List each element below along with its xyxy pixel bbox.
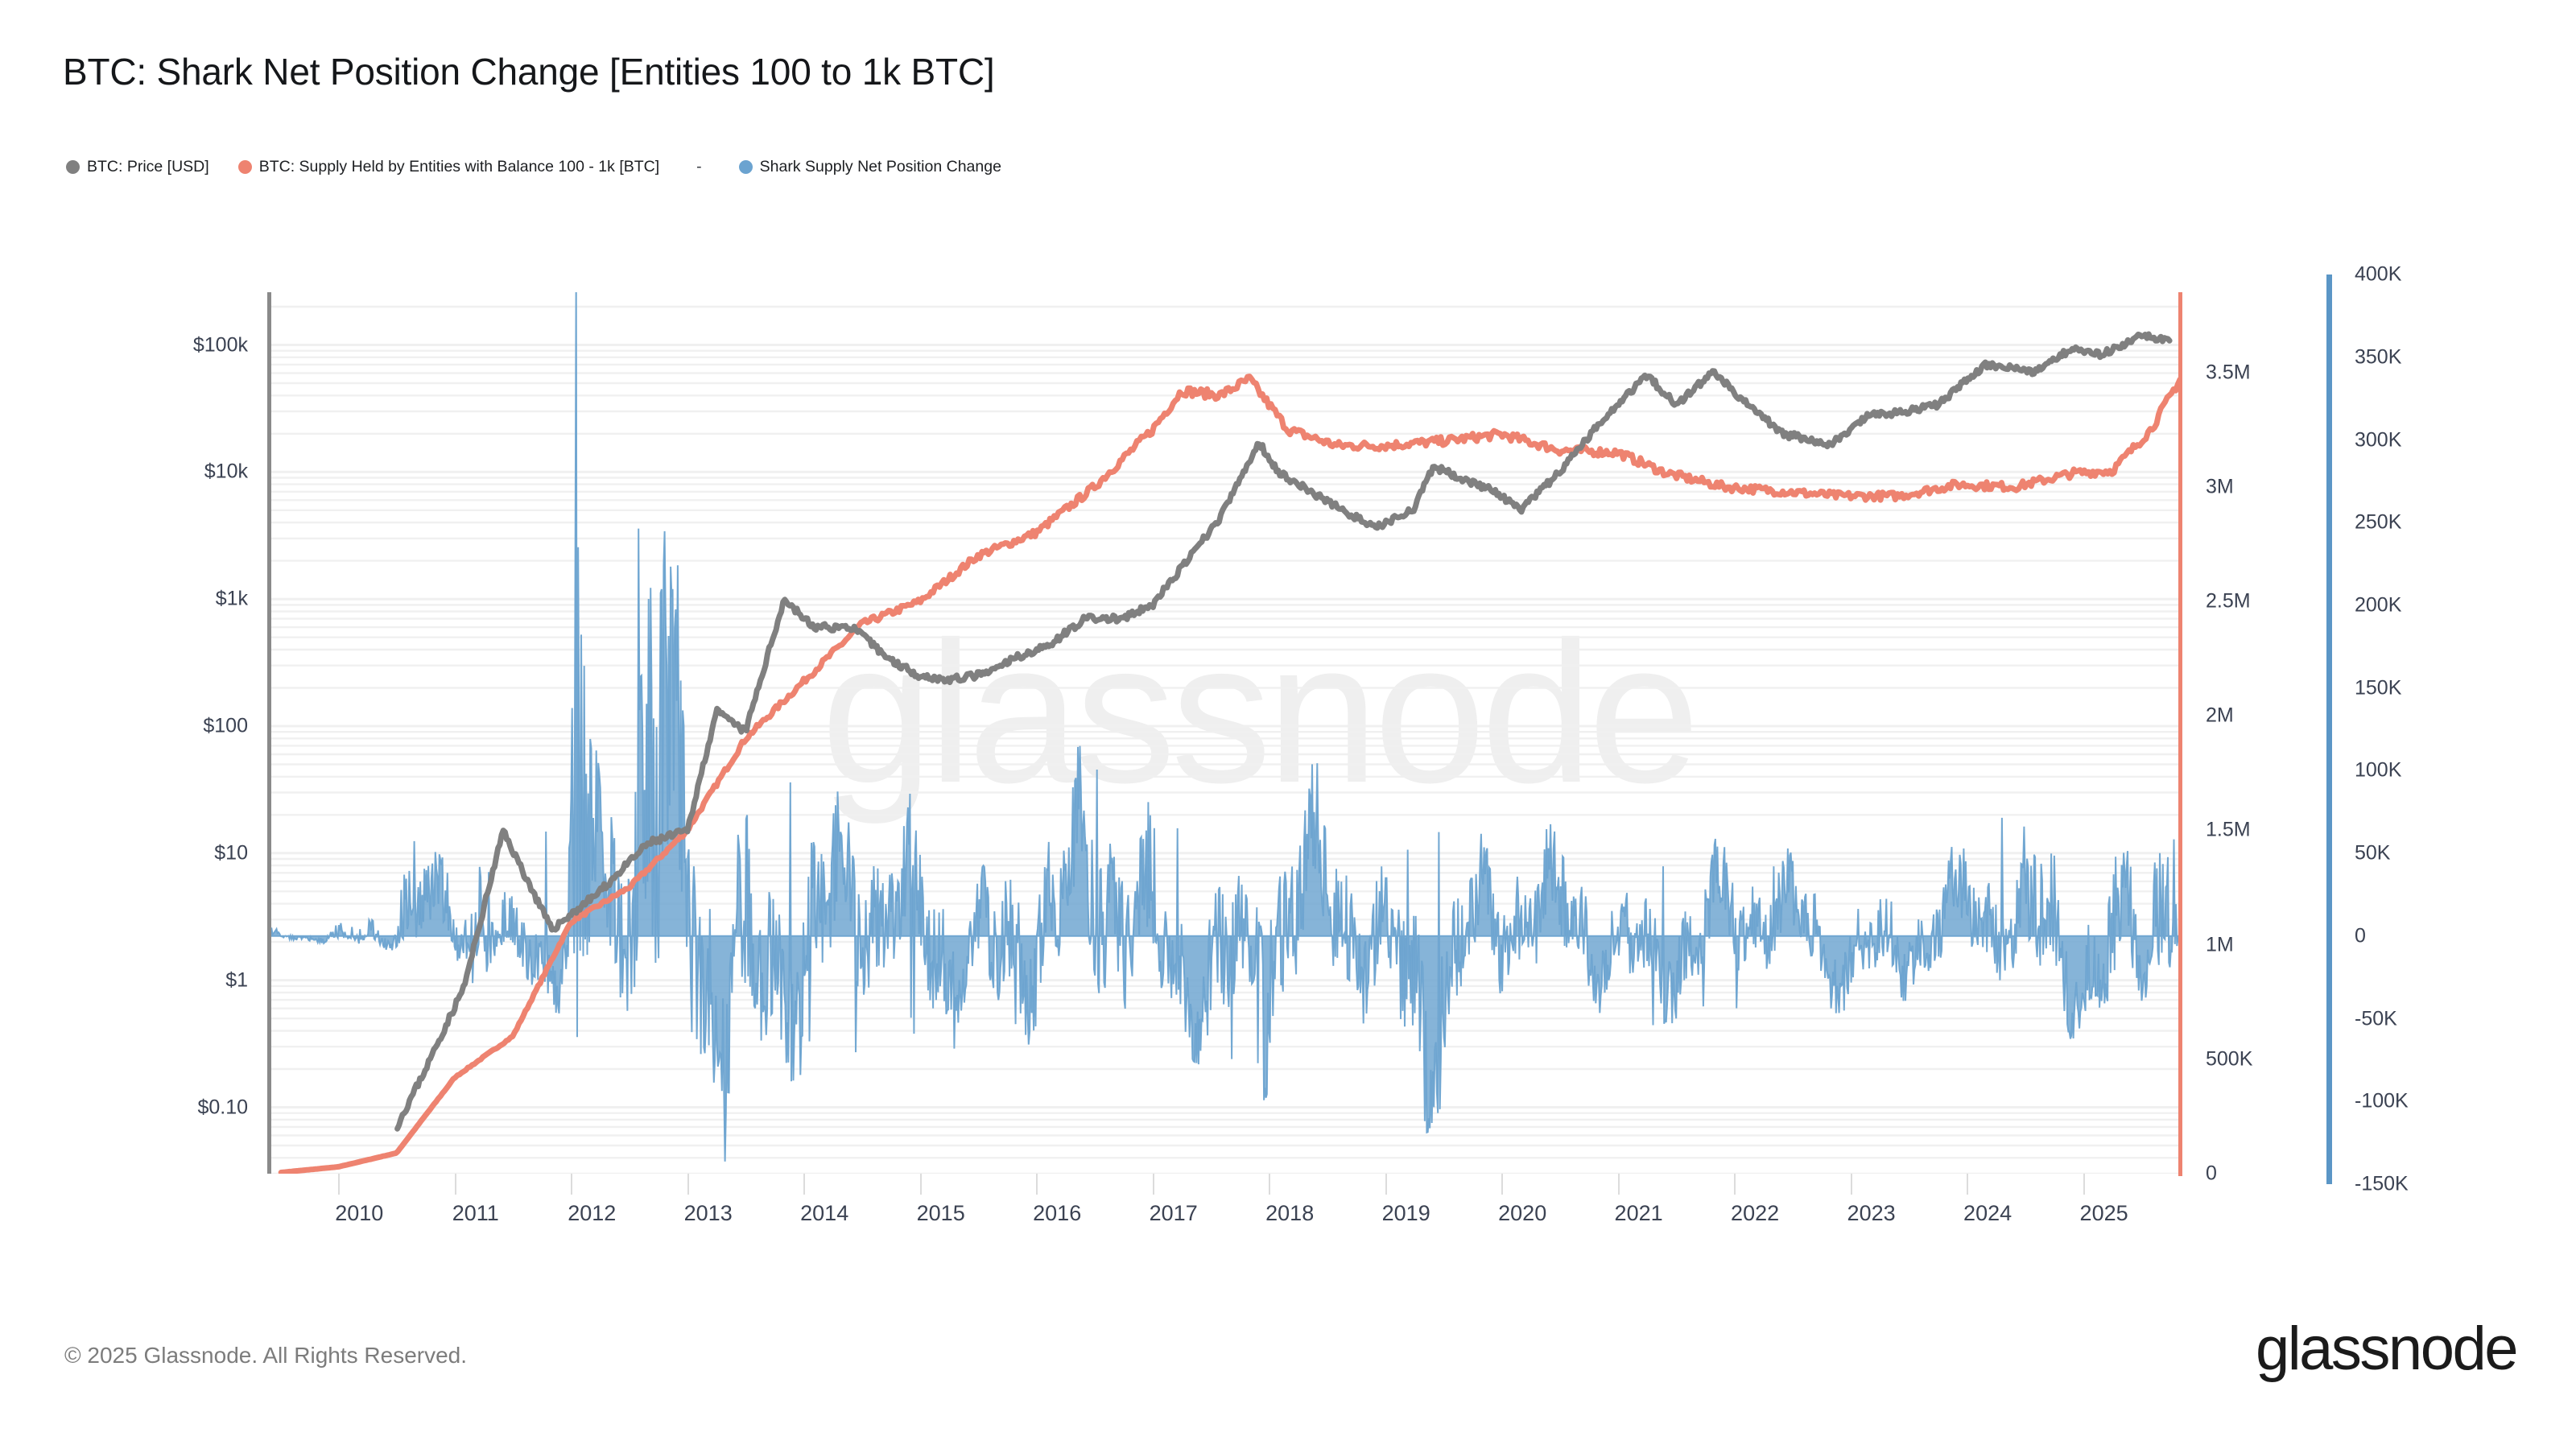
tick-netpos-4: 200K [2355, 593, 2402, 617]
x-gridline-2013 [687, 1174, 689, 1195]
x-tick-2024: 2024 [1963, 1201, 2013, 1225]
tick-supply-0: 3.5M [2206, 361, 2251, 383]
tick-price-0: $100k [192, 333, 248, 356]
series-supply-line [278, 374, 2180, 1174]
footer-copyright: © 2025 Glassnode. All Rights Reserved. [64, 1343, 468, 1368]
legend-separator: - [696, 158, 702, 175]
x-gridline-2012 [571, 1174, 573, 1195]
x-gridline-2020 [1501, 1174, 1504, 1195]
x-gridline-2017 [1152, 1174, 1154, 1195]
tick-price-3: $100 [203, 714, 248, 737]
tick-netpos-1: 350K [2355, 345, 2402, 369]
x-tick-2014: 2014 [800, 1201, 849, 1225]
tick-netpos-7: 50K [2355, 841, 2391, 865]
tick-netpos-6: 100K [2355, 758, 2402, 782]
legend-item-price[interactable]: BTC: Price [USD] [66, 158, 209, 176]
tick-netpos-3: 250K [2355, 510, 2402, 534]
legend-dot-supply-icon [237, 160, 252, 174]
x-tick-2013: 2013 [683, 1201, 733, 1225]
tick-price-6: $0.10 [197, 1096, 248, 1118]
glassnode-logo: glassnode [2256, 1315, 2519, 1383]
x-gridline-2015 [919, 1174, 922, 1195]
x-gridline-2025 [2083, 1174, 2085, 1195]
legend-item-netpos[interactable]: Shark Supply Net Position Change [738, 158, 1001, 176]
legend-dot-price-icon [66, 160, 80, 174]
chart-legend: BTC: Price [USD] BTC: Supply Held by Ent… [66, 158, 1030, 176]
tick-netpos-2: 300K [2355, 428, 2402, 451]
x-gridline-2023 [1850, 1174, 1852, 1195]
x-tick-2016: 2016 [1033, 1201, 1082, 1225]
x-gridline-2022 [1734, 1174, 1736, 1195]
axis-spine-price [267, 292, 271, 1174]
x-tick-2011: 2011 [452, 1201, 499, 1225]
x-tick-2025: 2025 [2079, 1201, 2128, 1225]
tick-netpos-0: 400K [2355, 262, 2402, 286]
tick-supply-3: 2M [2206, 704, 2234, 727]
tick-price-4: $10 [214, 841, 248, 865]
legend-label-price: BTC: Price [USD] [87, 158, 209, 175]
tick-supply-5: 1M [2206, 933, 2234, 956]
x-gridline-2014 [803, 1174, 806, 1195]
x-tick-2015: 2015 [916, 1201, 965, 1225]
tick-price-5: $1 [225, 968, 248, 992]
x-gridline-2010 [338, 1174, 341, 1195]
tick-price-2: $1k [215, 587, 248, 610]
page-title: BTC: Shark Net Position Change [Entities… [63, 51, 995, 93]
tick-supply-7: 0 [2206, 1162, 2217, 1185]
tick-supply-4: 1.5M [2206, 818, 2251, 841]
x-gridline-2011 [454, 1174, 456, 1195]
legend-dot-netpos-icon [738, 160, 753, 174]
series-netpos-area [270, 292, 2180, 1162]
legend-label-supply: BTC: Supply Held by Entities with Balanc… [258, 158, 660, 175]
tick-supply-6: 500K [2206, 1047, 2253, 1071]
x-gridline-2019 [1385, 1174, 1387, 1195]
horizontal-gridlines [270, 305, 2180, 1174]
x-tick-2017: 2017 [1149, 1201, 1198, 1225]
tick-netpos-8: 0 [2355, 924, 2366, 947]
plot-svg [270, 292, 2180, 1174]
x-tick-2022: 2022 [1731, 1201, 1780, 1225]
x-tick-2021: 2021 [1614, 1201, 1663, 1225]
x-tick-2019: 2019 [1381, 1201, 1430, 1225]
x-tick-2010: 2010 [335, 1201, 384, 1225]
legend-item-supply[interactable]: BTC: Supply Held by Entities with Balanc… [237, 158, 660, 176]
series-price-line [394, 331, 2173, 1132]
plot-area[interactable] [270, 292, 2180, 1174]
x-gridline-2016 [1036, 1174, 1038, 1195]
tick-netpos-5: 150K [2355, 676, 2402, 700]
tick-supply-2: 2.5M [2206, 589, 2251, 613]
x-gridline-2018 [1269, 1174, 1271, 1195]
x-tick-2020: 2020 [1498, 1201, 1547, 1225]
tick-supply-1: 3M [2206, 475, 2234, 498]
x-tick-2012: 2012 [568, 1201, 617, 1225]
tick-netpos-11: -150K [2355, 1172, 2409, 1195]
tick-netpos-9: -50K [2355, 1007, 2397, 1030]
legend-label-netpos: Shark Supply Net Position Change [759, 158, 1001, 175]
axis-spine-netpos [2326, 275, 2332, 1184]
x-gridline-2021 [1617, 1174, 1620, 1195]
tick-price-1: $10k [204, 460, 248, 483]
x-gridline-2024 [1967, 1174, 1969, 1195]
axis-spine-supply [2178, 292, 2182, 1176]
x-tick-2023: 2023 [1847, 1201, 1896, 1225]
tick-netpos-10: -100K [2355, 1089, 2409, 1113]
x-tick-2018: 2018 [1265, 1201, 1315, 1225]
